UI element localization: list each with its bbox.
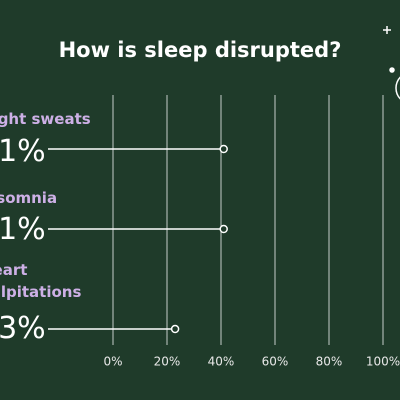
lollipop-dot: [219, 144, 228, 154]
sparkle: [383, 26, 391, 34]
value-label: 41%: [0, 134, 46, 169]
x-tick-label: 40%: [208, 355, 235, 369]
x-tick-label: 80%: [316, 355, 343, 369]
moon: [395, 76, 400, 100]
x-tick-label: 0%: [103, 355, 122, 369]
value-label: 41%: [0, 212, 46, 247]
category-label: Heart palpitations: [0, 261, 82, 301]
x-tick-label: 20%: [154, 355, 181, 369]
x-tick-label: 100%: [366, 355, 400, 369]
category-label: Insomnia: [0, 189, 58, 207]
lollipop-dot: [170, 324, 180, 334]
sparkles: [383, 26, 400, 100]
lollipop-dot: [219, 224, 228, 234]
chart-title: How is sleep disrupted?: [58, 38, 342, 62]
x-tick-label: 60%: [262, 355, 289, 369]
category-label: Night sweats: [0, 110, 91, 128]
sparkle-dot: [389, 67, 395, 73]
value-label: 23%: [0, 311, 46, 346]
